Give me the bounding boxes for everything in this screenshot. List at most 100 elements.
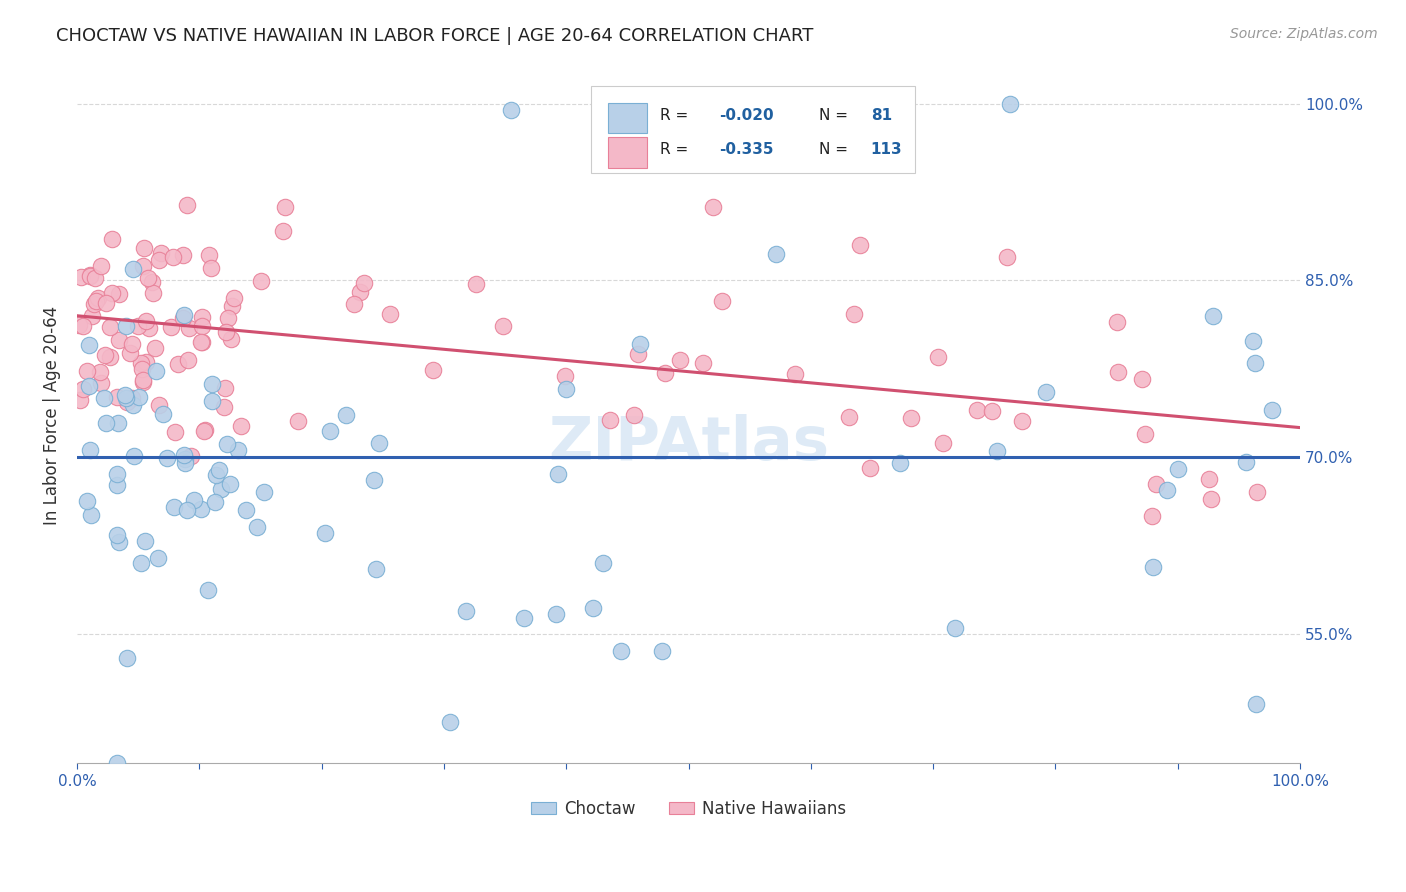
FancyBboxPatch shape [591,86,915,173]
Point [90,259,112,273]
Point [167,357,190,371]
Point [107,416,129,430]
Point [981,403,1004,417]
Point [217,310,239,325]
FancyBboxPatch shape [607,103,647,133]
Point [94,416,117,430]
Point [966,402,988,417]
Point [221,299,243,313]
Text: N =: N = [820,108,853,122]
Point [127,319,149,334]
Point [98,319,121,334]
Point [115,394,138,409]
Point [177,353,200,368]
Point [190,334,212,349]
Point [70,269,93,284]
Point [274,201,297,215]
Point [107,534,129,549]
Point [105,528,128,542]
Point [492,319,515,334]
Point [1234,455,1257,469]
Point [101,286,124,301]
Point [183,493,205,508]
Point [72,318,94,333]
Point [368,435,391,450]
Point [191,310,214,325]
Point [318,424,340,438]
Point [148,253,170,268]
Point [1246,485,1268,500]
Point [90,376,112,390]
Point [1105,315,1128,329]
Point [859,460,882,475]
FancyBboxPatch shape [607,137,647,168]
Point [162,250,184,264]
Point [135,354,157,368]
Point [172,248,194,262]
Point [844,307,866,321]
Point [145,364,167,378]
Point [1144,477,1167,491]
Point [353,277,375,291]
Point [180,449,202,463]
Point [98,350,121,364]
Point [114,388,136,402]
Point [197,582,219,597]
Point [198,247,221,261]
Point [932,436,955,450]
Point [599,413,621,427]
Point [114,391,136,405]
Point [101,232,124,246]
Point [335,408,357,422]
Point [117,650,139,665]
Point [1133,427,1156,442]
Point [229,419,252,434]
Point [191,319,214,334]
Point [108,333,131,347]
Point [669,352,692,367]
Point [105,478,128,492]
Point [889,456,911,470]
Point [122,449,145,463]
Point [120,346,142,360]
Legend: Choctaw, Native Hawaiians: Choctaw, Native Hawaiians [524,793,853,824]
Point [93,392,115,406]
Point [200,260,222,275]
Point [1260,402,1282,417]
Text: R =: R = [661,143,693,157]
Point [271,224,294,238]
Point [287,413,309,427]
Point [121,391,143,405]
Point [927,350,949,364]
Point [79,442,101,457]
Text: -0.020: -0.020 [718,108,773,122]
Point [363,473,385,487]
Point [623,408,645,422]
Point [80,508,103,523]
Point [314,526,336,541]
Point [148,398,170,412]
Point [122,261,145,276]
Point [998,96,1021,111]
Point [627,347,650,361]
Point [173,448,195,462]
Point [176,503,198,517]
Point [204,495,226,509]
Point [156,451,179,466]
Point [135,313,157,327]
Point [201,394,224,409]
Point [513,611,536,625]
Point [215,325,238,339]
Point [1107,365,1129,379]
Point [67,318,90,332]
Point [122,398,145,412]
Point [152,407,174,421]
Point [128,390,150,404]
Point [194,423,217,437]
Point [141,275,163,289]
Point [89,365,111,379]
Point [848,238,870,252]
Point [1130,372,1153,386]
Point [219,333,242,347]
Point [114,318,136,333]
